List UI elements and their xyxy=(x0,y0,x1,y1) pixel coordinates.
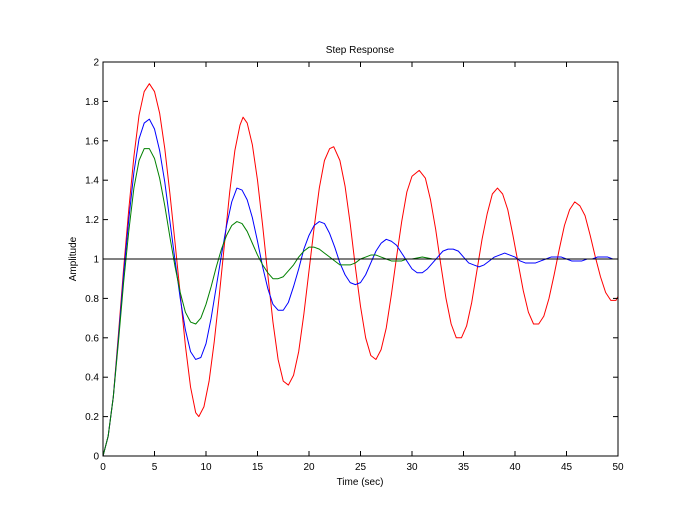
x-tick-label: 40 xyxy=(509,462,521,473)
x-tick-label: 35 xyxy=(458,462,470,473)
x-tick-label: 5 xyxy=(152,462,158,473)
y-tick-label: 0.8 xyxy=(85,294,99,305)
series-line-0 xyxy=(102,83,619,457)
y-tick-label: 0.2 xyxy=(85,412,99,423)
x-tick-label: 0 xyxy=(100,462,106,473)
x-tick-label: 30 xyxy=(406,462,418,473)
y-tick-label: 0.4 xyxy=(85,373,99,384)
chart-title: Step Response xyxy=(326,45,395,56)
x-tick-label: 45 xyxy=(561,462,573,473)
x-tick-label: 25 xyxy=(355,462,367,473)
y-tick-label: 0 xyxy=(93,452,99,463)
x-tick-label: 10 xyxy=(200,462,212,473)
x-axis-label: Time (sec) xyxy=(337,477,384,488)
x-axis-ticks: 0 5 10 15 20 25 30 35 40 45 50 xyxy=(100,62,624,473)
series-group xyxy=(102,83,619,457)
x-tick-label: 50 xyxy=(612,462,624,473)
y-tick-label: 1.6 xyxy=(85,136,99,147)
y-tick-label: 1.8 xyxy=(85,97,99,108)
y-tick-label: 1.4 xyxy=(85,176,99,187)
y-tick-label: 0.6 xyxy=(85,333,99,344)
series-line-1 xyxy=(102,118,618,457)
y-axis-ticks: 0 0.2 0.4 0.6 0.8 1 1.2 1.4 1.6 1.8 2 xyxy=(85,58,618,463)
x-tick-label: 20 xyxy=(303,462,315,473)
y-tick-label: 2 xyxy=(93,58,99,69)
y-tick-label: 1 xyxy=(93,255,99,266)
y-tick-label: 1.2 xyxy=(85,215,99,226)
x-tick-label: 15 xyxy=(252,462,264,473)
y-axis-label: Amplitude xyxy=(68,236,79,281)
series-line-2 xyxy=(102,148,618,457)
